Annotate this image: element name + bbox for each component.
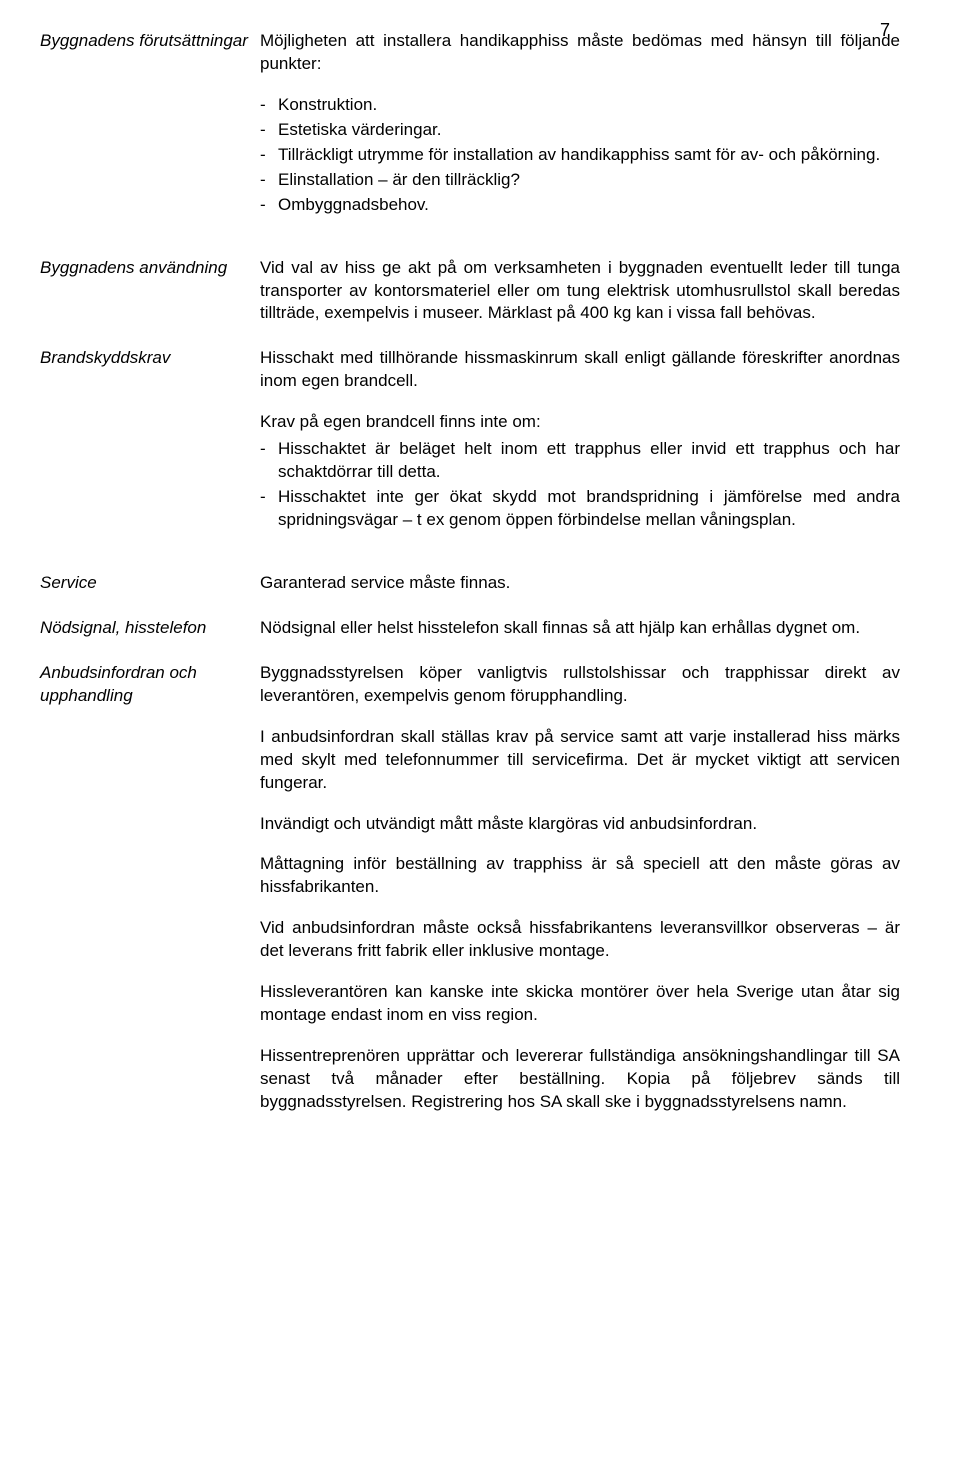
- section-content: Hisschakt med tillhörande hissmaskinrum …: [260, 347, 900, 550]
- document-page: 7 Byggnadens förutsättningar Möjligheten…: [0, 0, 960, 1484]
- section-content: Vid val av hiss ge akt på om verksamhete…: [260, 257, 900, 326]
- body-text: Hissleverantören kan kanske inte skicka …: [260, 981, 900, 1027]
- section-label: Anbudsinfordran och upphandling: [40, 662, 260, 708]
- bullet-list: -Konstruktion. -Estetiska värderingar. -…: [260, 94, 900, 217]
- section-content: Möjligheten att installera handikapphiss…: [260, 30, 900, 235]
- body-text: Hissentreprenören upprättar och leverera…: [260, 1045, 900, 1114]
- section-label: Brandskyddskrav: [40, 347, 260, 370]
- section-label: Nödsignal, hisstelefon: [40, 617, 260, 640]
- section-content: Byggnadsstyrelsen köper vanligtvis rulls…: [260, 662, 900, 1114]
- bullet-item: -Hisschaktet är beläget helt inom ett tr…: [260, 438, 900, 484]
- section-anbud: Anbudsinfordran och upphandling Byggnads…: [40, 662, 900, 1114]
- bullet-item: -Estetiska värderingar.: [260, 119, 900, 142]
- section-forutsattningar: Byggnadens förutsättningar Möjligheten a…: [40, 30, 900, 235]
- body-text: Nödsignal eller helst hisstelefon skall …: [260, 617, 900, 640]
- body-text: Vid val av hiss ge akt på om verksamhete…: [260, 257, 900, 326]
- intro-text: Möjligheten att installera handikapphiss…: [260, 30, 900, 76]
- section-brandskydd: Brandskyddskrav Hisschakt med tillhörand…: [40, 347, 900, 550]
- bullet-item: -Ombyggnadsbehov.: [260, 194, 900, 217]
- page-number: 7: [880, 20, 890, 41]
- bullet-item: -Hisschaktet inte ger ökat skydd mot bra…: [260, 486, 900, 532]
- body-text: Invändigt och utvändigt mått måste klarg…: [260, 813, 900, 836]
- body-text: I anbudsinfordran skall ställas krav på …: [260, 726, 900, 795]
- section-label: Byggnadens användning: [40, 257, 260, 280]
- section-nodsignal: Nödsignal, hisstelefon Nödsignal eller h…: [40, 617, 900, 640]
- bullet-item: -Konstruktion.: [260, 94, 900, 117]
- body-text: Garanterad service måste finnas.: [260, 572, 900, 595]
- section-label: Byggnadens förutsättningar: [40, 30, 260, 53]
- body-text: Hisschakt med tillhörande hissmaskinrum …: [260, 347, 900, 393]
- section-content: Nödsignal eller helst hisstelefon skall …: [260, 617, 900, 640]
- bullet-list: -Hisschaktet är beläget helt inom ett tr…: [260, 438, 900, 532]
- body-text: Byggnadsstyrelsen köper vanligtvis rulls…: [260, 662, 900, 708]
- body-text: Krav på egen brandcell finns inte om:: [260, 411, 900, 434]
- section-content: Garanterad service måste finnas.: [260, 572, 900, 595]
- section-anvandning: Byggnadens användning Vid val av hiss ge…: [40, 257, 900, 326]
- body-text: Måttagning inför beställning av trapphis…: [260, 853, 900, 899]
- section-label: Service: [40, 572, 260, 595]
- body-text: Vid anbudsinfordran måste också hissfabr…: [260, 917, 900, 963]
- section-service: Service Garanterad service måste finnas.: [40, 572, 900, 595]
- bullet-item: -Tillräckligt utrymme för installation a…: [260, 144, 900, 167]
- bullet-item: -Elinstallation – är den tillräcklig?: [260, 169, 900, 192]
